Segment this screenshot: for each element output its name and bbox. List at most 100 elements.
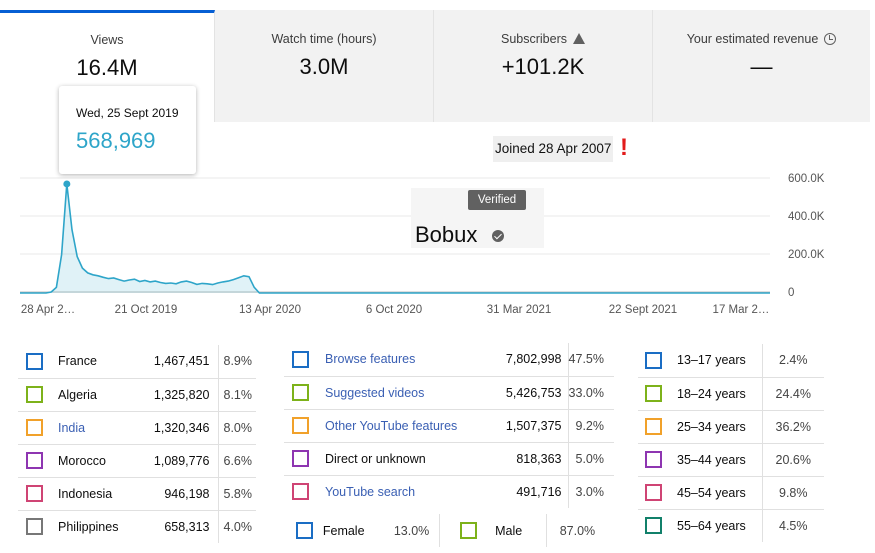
country-count: 1,089,776 [134,444,219,478]
country-row[interactable]: Morocco 1,089,776 6.6% [18,444,256,478]
channel-name: Bobux [415,222,478,247]
legend-swatch [638,377,672,411]
age-row: 45–54 years 9.8% [638,476,824,510]
traffic-source-count: 491,716 [470,475,569,508]
traffic-source-name[interactable]: YouTube search [325,484,416,499]
country-count: 658,313 [134,510,219,543]
country-count: 1,320,346 [134,411,219,445]
age-table: 13–17 years 2.4% 18–24 years 24.4% 25–34 yea… [638,344,824,542]
country-row[interactable]: Algeria 1,325,820 8.1% [18,378,256,412]
country-row[interactable]: India 1,320,346 8.0% [18,411,256,445]
traffic-source-row[interactable]: Browse features 7,802,998 47.5% [284,343,614,377]
tab-subscribers-label: Subscribers [501,32,567,46]
traffic-source-row[interactable]: Direct or unknown 818,363 5.0% [284,442,614,476]
tab-watch-time[interactable]: Watch time (hours) 3.0M [215,10,434,122]
legend-swatch [18,378,50,412]
age-group: 18–24 years [672,377,763,411]
traffic-source-row[interactable]: YouTube search 491,716 3.0% [284,475,614,508]
country-name: France [50,345,134,379]
traffic-source-name[interactable]: Browse features [318,343,470,377]
color-swatch [26,352,43,370]
traffic-source-pct: 33.0% [568,376,614,410]
traffic-source-name[interactable]: Other YouTube features [318,409,470,443]
tooltip-value: 568,969 [76,128,156,153]
country-count: 1,467,451 [134,345,219,379]
clock-icon [824,33,837,45]
country-row[interactable]: France 1,467,451 8.9% [18,345,256,379]
legend-swatch [18,444,50,478]
traffic-source-name[interactable]: Suggested videos [318,376,470,410]
color-swatch [645,517,662,535]
tab-views-value: 16.4M [76,55,138,80]
country-name[interactable]: India [50,411,134,445]
gender-spacer [440,514,461,547]
color-swatch [460,522,478,539]
country-name: Algeria [50,378,134,412]
tab-revenue[interactable]: Your estimated revenue — [653,10,870,122]
age-row: 55–64 years 4.5% [638,509,824,542]
traffic-sources-table: Browse features 7,802,998 47.5% Suggested v… [284,343,614,508]
traffic-source-pct: 9.2% [568,409,614,443]
age-row: 35–44 years 20.6% [638,443,824,477]
tab-revenue-label: Your estimated revenue [686,32,819,46]
color-swatch [26,419,43,436]
age-row: 13–17 years 2.4% [638,344,824,378]
exclamation-mark: ! [620,134,628,161]
tab-subscribers-value: +101.2K [501,54,585,79]
country-pct: 4.0% [223,519,253,534]
color-swatch [292,384,309,401]
age-group: 35–44 years [672,443,763,477]
country-row[interactable]: Philippines 658,313 4.0% [18,510,256,543]
gender-pct: 13.0% [386,514,441,547]
color-swatch [292,450,309,467]
country-name: Indonesia [50,477,134,511]
color-swatch [296,522,313,539]
y-tick-label: 0 [788,287,794,299]
legend-swatch [18,345,50,379]
color-swatch [645,418,662,435]
color-swatch [645,451,662,468]
color-swatch [292,483,309,501]
country-count: 1,325,820 [134,378,219,412]
age-pct: 24.4% [762,377,824,411]
age-group: 55–64 years [672,509,763,542]
color-swatch [26,452,43,469]
x-tick-label: 13 Apr 2020 [239,304,301,316]
tab-watch-time-value: 3.0M [299,54,349,79]
traffic-source-pct: 47.5% [568,343,614,377]
metric-tabs: Views 16.4M Watch time (hours) 3.0M Subs… [0,10,870,122]
traffic-source-row[interactable]: Suggested videos 5,426,753 33.0% [284,376,614,410]
legend-swatch [284,409,318,443]
x-tick-label: 21 Oct 2019 [115,304,178,316]
legend-swatch [284,475,318,508]
age-pct: 9.8% [762,476,824,510]
gender-name: Male [495,514,547,547]
tab-revenue-label-wrap: Your estimated revenue [653,32,870,46]
color-swatch [645,385,662,402]
traffic-source-row[interactable]: Other YouTube features 1,507,375 9.2% [284,409,614,443]
verified-tooltip: Verified [468,190,526,210]
verified-check-icon[interactable] [492,230,504,242]
age-group: 13–17 years [672,344,763,378]
tab-revenue-value: — [750,54,773,79]
country-pct: 6.6% [218,444,256,478]
legend-swatch [638,443,672,477]
legend-swatch [638,476,672,510]
country-pct: 8.0% [218,411,256,445]
country-name: Morocco [50,444,134,478]
age-pct: 2.4% [762,344,824,378]
traffic-source-pct: 3.0% [575,484,605,499]
joined-date-label: Joined 28 Apr 2007 [493,136,614,162]
legend-swatch [284,343,318,377]
color-swatch [645,351,662,369]
country-count: 946,198 [134,477,219,511]
gender-name: Female [322,523,365,538]
country-pct: 8.9% [218,345,256,379]
chart-tooltip: Wed, 25 Sept 2019 568,969 [59,86,196,174]
views-chart[interactable]: 600.0K 400.0K 200.0K 0 28 Apr 2… 21 Oct 2019 1… [0,165,870,325]
color-swatch [645,484,662,501]
country-row[interactable]: Indonesia 946,198 5.8% [18,477,256,511]
y-tick-label: 200.0K [788,249,825,261]
x-tick-label: 17 Mar 2… [713,304,770,316]
tab-subscribers[interactable]: Subscribers +101.2K [434,10,653,122]
